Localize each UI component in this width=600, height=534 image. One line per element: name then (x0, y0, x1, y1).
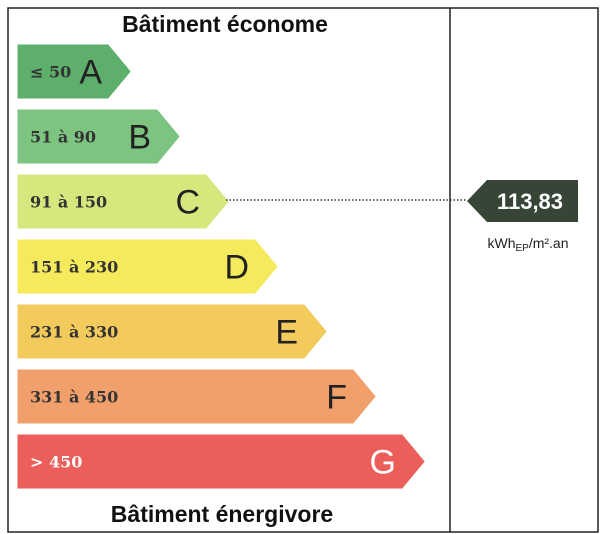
value-arrow (467, 180, 578, 222)
unit-end: /m².an (529, 235, 569, 251)
band-range: 331 à 450 (30, 388, 118, 407)
bands: ≤ 50 A 51 à 90 B 91 à 150 C 151 à 230 D 231 à 33… (17, 44, 425, 489)
frame (7, 7, 599, 533)
band-range: > 450 (30, 453, 82, 472)
band-range: 91 à 150 (30, 193, 107, 212)
top-title: Bâtiment économe (122, 11, 328, 37)
band-letter: B (128, 119, 151, 157)
band-g (17, 434, 425, 489)
band-b (17, 109, 180, 164)
band-range: 231 à 330 (30, 323, 118, 342)
band-letter: D (224, 249, 249, 287)
value: 113,83 (497, 189, 563, 214)
band-range: 51 à 90 (30, 128, 96, 147)
band-e (17, 304, 327, 359)
band-range: 151 à 230 (30, 258, 118, 277)
band-d (17, 239, 278, 294)
band-range: ≤ 50 (30, 63, 71, 82)
band-letter: E (275, 314, 298, 352)
band-letter: C (175, 184, 200, 222)
band-letter: G (370, 444, 396, 482)
unit: kWhEP/m².an (487, 235, 568, 254)
bottom-title: Bâtiment énergivore (111, 501, 333, 527)
band-f (17, 369, 376, 424)
band-letter: F (326, 379, 347, 417)
band-c (17, 174, 229, 229)
band-a (17, 44, 131, 99)
unit-main: kWh (487, 235, 515, 251)
band-letter: A (79, 54, 102, 92)
unit-sub: EP (515, 243, 529, 254)
